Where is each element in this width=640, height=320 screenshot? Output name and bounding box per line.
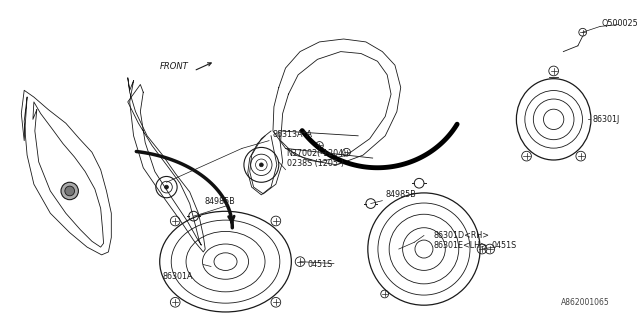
Text: 0451S: 0451S [308,260,333,269]
Text: 84985B: 84985B [385,190,416,199]
Text: Q500025: Q500025 [601,19,638,28]
Text: 86301D<RH>: 86301D<RH> [434,231,490,240]
Circle shape [65,186,74,196]
Text: N37002(-1204): N37002(-1204) [287,149,347,158]
Text: 84985B: 84985B [204,197,235,206]
Text: 86313A*A: 86313A*A [273,130,313,139]
Text: 86301J: 86301J [593,115,620,124]
Text: 86301E<LH>: 86301E<LH> [434,241,488,250]
Text: A862001065: A862001065 [561,298,610,307]
Text: 0451S: 0451S [492,241,517,250]
Circle shape [164,185,168,189]
Circle shape [259,163,263,167]
Text: 86301A: 86301A [163,272,193,281]
Text: FRONT: FRONT [160,62,188,71]
Circle shape [61,182,79,200]
Text: 0238S (1205-): 0238S (1205-) [287,159,344,168]
